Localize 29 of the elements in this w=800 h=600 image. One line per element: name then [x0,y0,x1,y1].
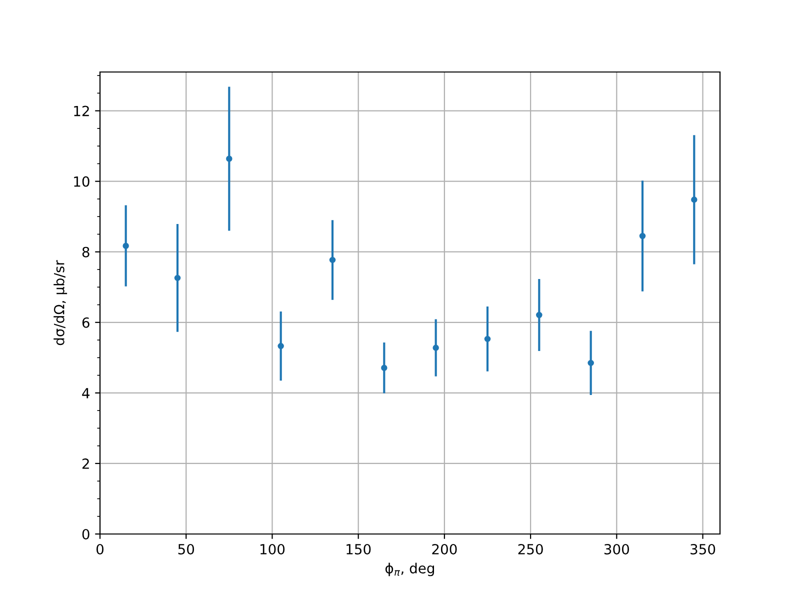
point [432,344,439,351]
x-axis-title: ϕ$_{π}$, deg [385,562,434,576]
point [588,360,594,366]
y-tick-label: 10 [74,176,90,187]
y-tick-label: 4 [82,388,90,398]
point [381,364,388,372]
x-tick-label: 100 [260,544,285,554]
y-tick-label: 0 [82,528,90,540]
y-tick-label: 6 [82,317,90,328]
x-tick-label: 300 [604,544,629,554]
point [484,336,491,342]
point [278,342,284,350]
x-tick-label: 200 [432,544,457,554]
point [639,232,646,240]
y-axis-title: dσ/dΩ, μb/sr [54,260,68,346]
point [329,256,336,264]
x-tick-label: 350 [690,544,716,554]
x-tick-label: 50 [178,544,194,554]
point [174,274,181,282]
x-tick-label: 0 [96,544,104,554]
y-tick-label: 2 [82,458,89,469]
x-tick-label: 250 [518,544,543,554]
point [226,156,232,162]
point [536,312,542,318]
y-tick-label: 8 [82,246,90,258]
x-tick-label: 150 [346,544,371,554]
y-tick-label: 12 [74,106,89,116]
point [122,242,129,249]
point [691,196,698,203]
